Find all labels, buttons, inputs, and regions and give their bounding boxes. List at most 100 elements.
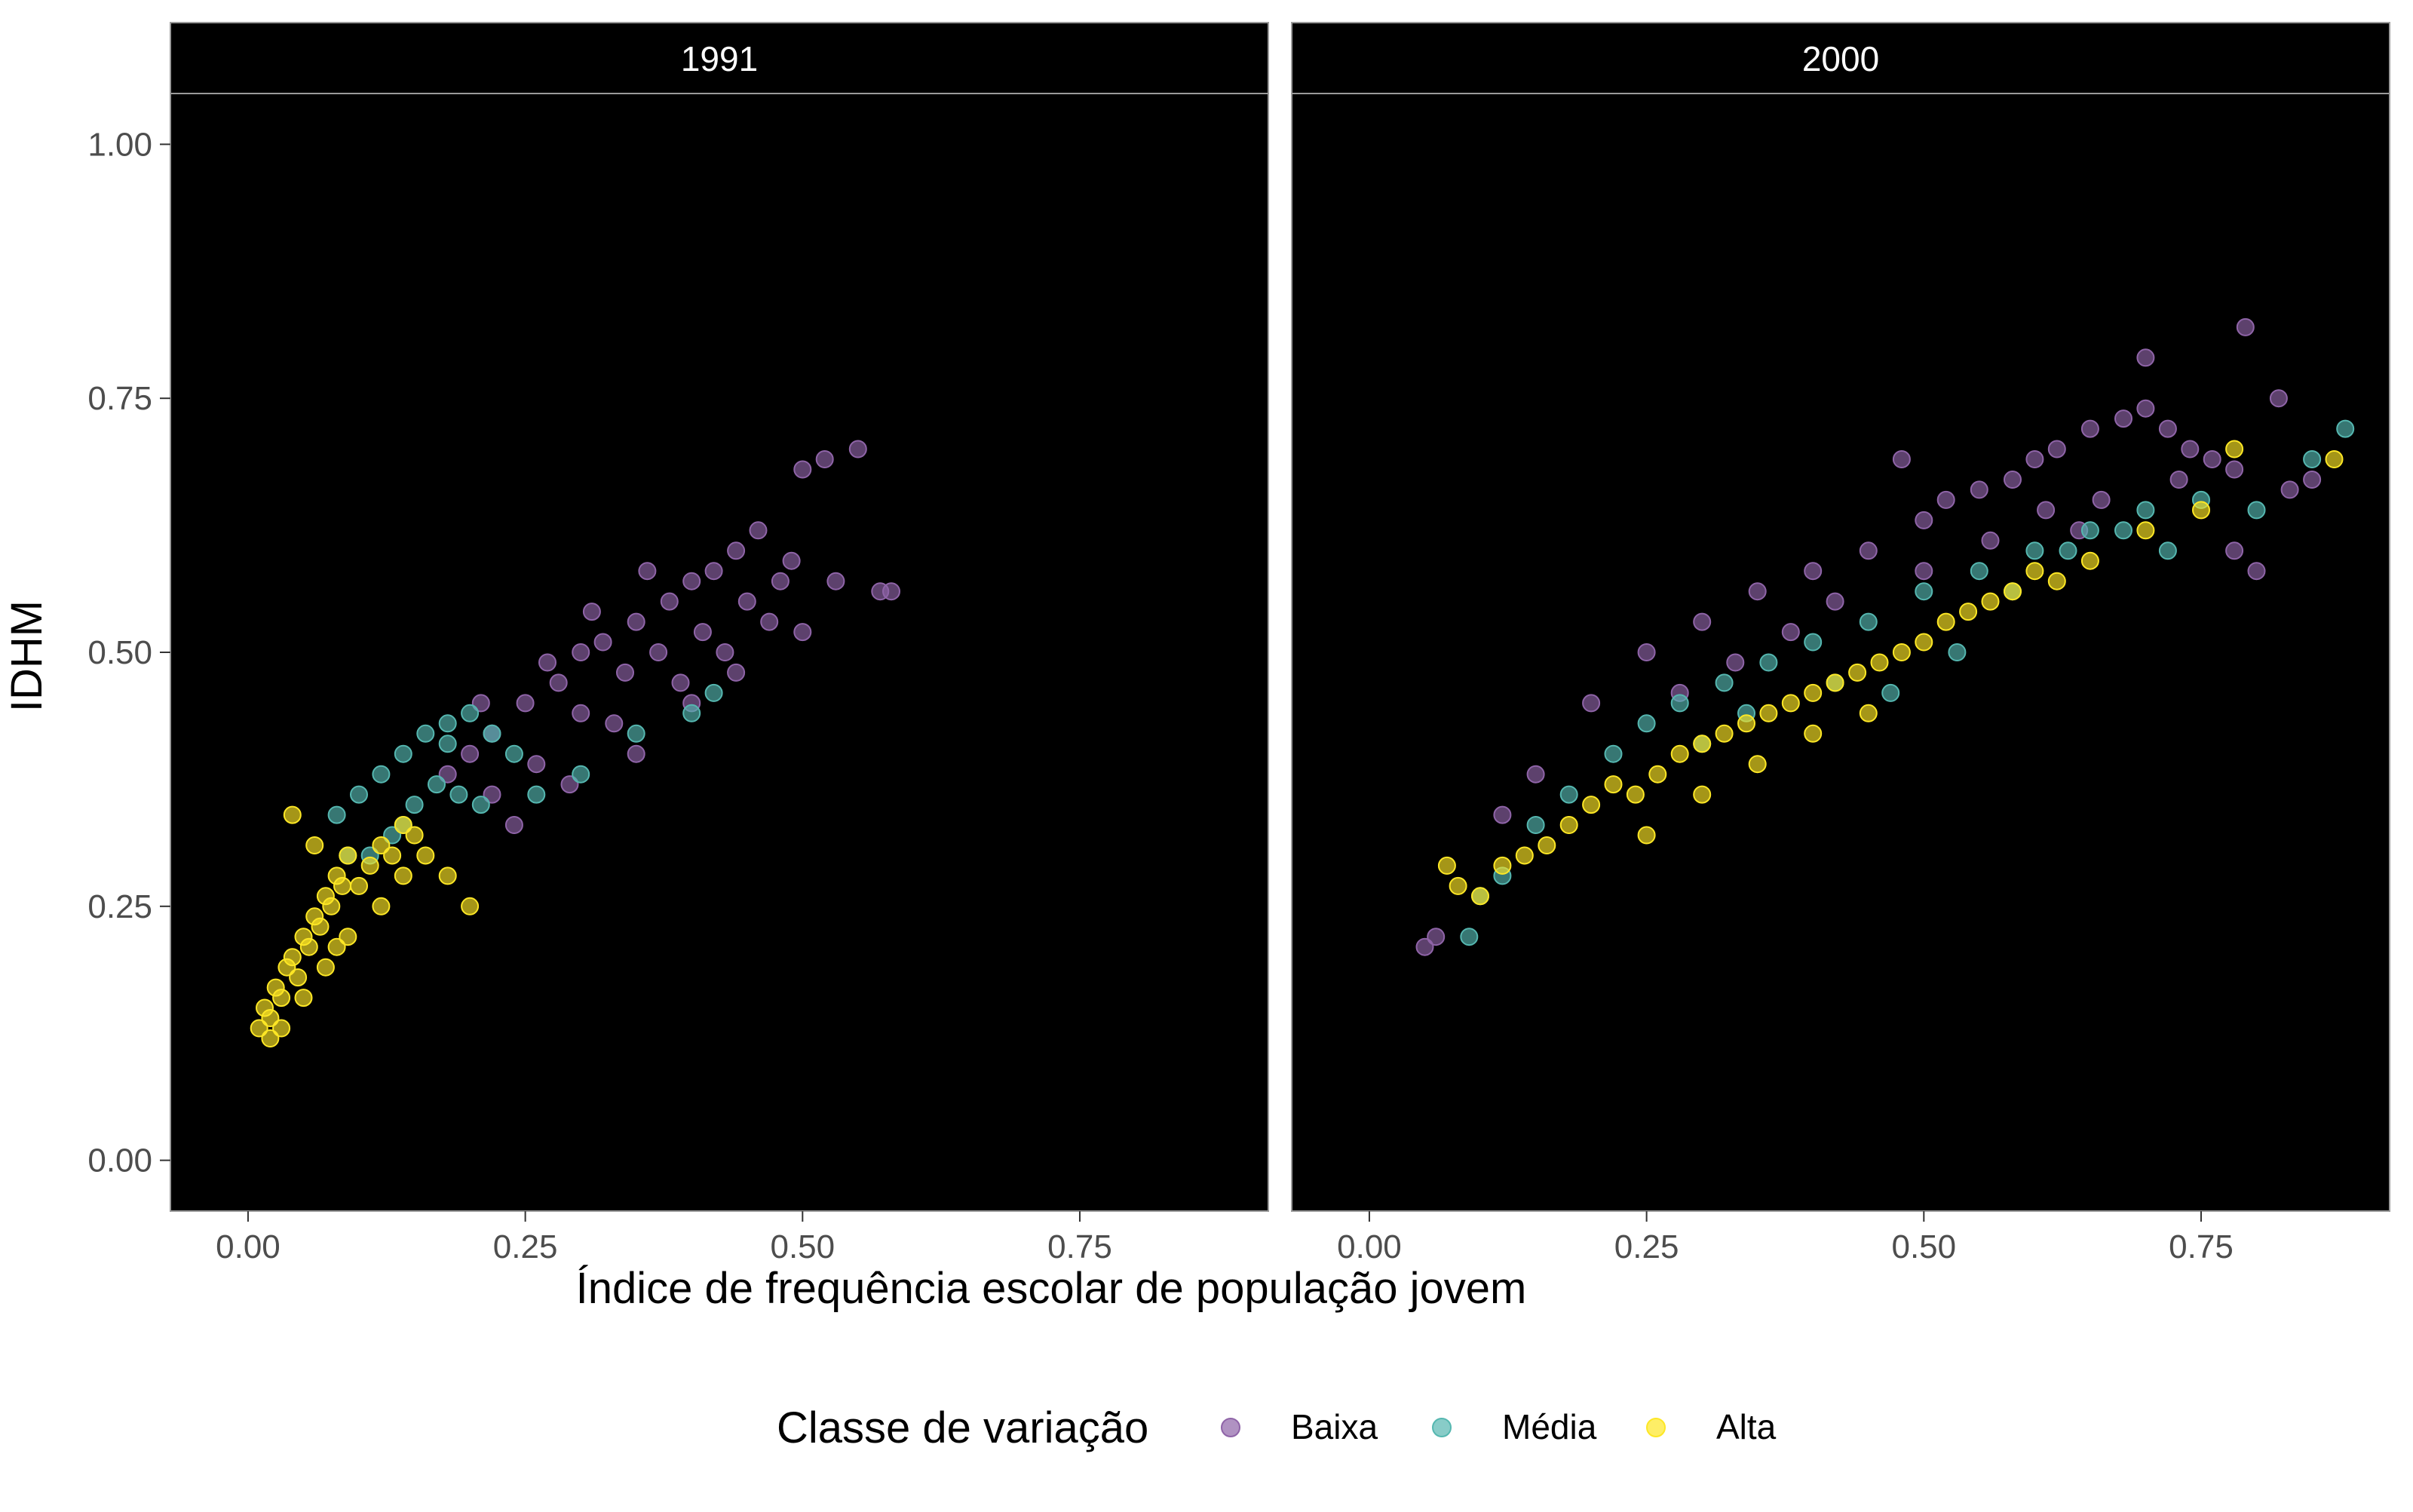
data-point-baixa	[616, 663, 634, 682]
data-point-alta	[2047, 572, 2066, 590]
data-point-alta	[1626, 785, 1645, 804]
data-point-baixa	[693, 623, 712, 642]
legend-title: Classe de variação	[777, 1403, 1148, 1452]
data-point-baixa	[572, 643, 590, 661]
data-point-alta	[1693, 735, 1712, 753]
data-point-média	[1804, 633, 1823, 652]
data-point-média	[1759, 653, 1778, 672]
points-group	[250, 440, 900, 1047]
data-point-alta	[1859, 704, 1878, 722]
data-point-alta	[294, 989, 313, 1007]
data-point-baixa	[2004, 471, 2022, 489]
data-point-alta	[1981, 592, 2000, 611]
data-point-média	[394, 744, 412, 763]
x-tick-label: 0.50	[1891, 1228, 1956, 1265]
data-point-baixa	[848, 440, 867, 459]
data-point-média	[627, 724, 645, 743]
data-point-alta	[1759, 704, 1778, 722]
data-point-alta	[261, 1009, 280, 1027]
data-point-baixa	[2225, 460, 2244, 479]
data-point-alta	[2136, 521, 2155, 540]
data-point-baixa	[1826, 592, 1844, 611]
y-axis-title: IDHM	[2, 600, 51, 712]
data-point-alta	[1559, 816, 1578, 834]
x-tick-label: 0.75	[1047, 1228, 1112, 1265]
legend-label: Média	[1502, 1407, 1597, 1446]
plot-panel	[1291, 93, 2390, 1212]
data-point-baixa	[1859, 541, 1878, 560]
data-point-baixa	[1915, 562, 1933, 581]
data-point-média	[1970, 562, 1988, 581]
legend-items: Baixa Média Alta	[1221, 1407, 1777, 1446]
data-point-baixa	[593, 633, 612, 652]
data-point-alta	[1670, 744, 1689, 763]
data-point-baixa	[2280, 480, 2299, 499]
x-tick-label: 0.00	[1337, 1228, 1402, 1265]
data-point-alta	[360, 856, 379, 875]
legend-label: Alta	[1716, 1407, 1777, 1446]
data-point-baixa	[1726, 653, 1745, 672]
legend-key	[1646, 1418, 1666, 1437]
data-point-alta	[339, 846, 357, 865]
data-point-média	[1604, 744, 1623, 763]
data-point-alta	[261, 1029, 280, 1047]
data-point-baixa	[516, 694, 535, 713]
data-point-baixa	[2203, 450, 2221, 468]
x-tick-label: 0.50	[770, 1228, 835, 1265]
data-point-média	[1526, 816, 1545, 834]
x-tick-label: 0.75	[2169, 1228, 2234, 1265]
facet-strip-label: 1991	[681, 39, 758, 78]
data-point-baixa	[760, 612, 779, 631]
data-point-baixa	[2114, 409, 2132, 428]
y-tick-label: 0.25	[87, 888, 152, 925]
data-point-média	[1715, 673, 1734, 692]
data-point-baixa	[1415, 937, 1434, 956]
data-point-alta	[1804, 724, 1823, 743]
data-point-alta	[416, 846, 435, 865]
data-point-alta	[283, 805, 302, 824]
data-point-alta	[1748, 755, 1767, 774]
data-point-alta	[1693, 785, 1712, 804]
data-point-média	[350, 785, 368, 804]
data-point-alta	[333, 876, 351, 895]
data-point-alta	[1604, 775, 1623, 794]
facet-strip	[1291, 22, 2390, 94]
data-point-baixa	[2181, 440, 2200, 459]
data-point-baixa	[461, 744, 480, 763]
data-point-baixa	[671, 673, 690, 692]
data-point-alta	[1936, 612, 1955, 631]
data-point-média	[383, 826, 402, 845]
data-point-alta	[1515, 846, 1534, 865]
data-point-média	[527, 785, 546, 804]
data-point-média	[2059, 541, 2077, 560]
data-point-baixa	[749, 521, 768, 540]
data-point-alta	[372, 897, 391, 915]
data-point-baixa	[1427, 928, 1446, 946]
data-point-baixa	[727, 541, 746, 560]
data-point-média	[1948, 643, 1967, 661]
data-point-baixa	[793, 460, 812, 479]
data-point-alta	[250, 1019, 268, 1038]
data-point-média	[1859, 612, 1878, 631]
data-point-alta	[1737, 714, 1755, 733]
data-point-baixa	[538, 653, 556, 672]
data-point-baixa	[2303, 471, 2322, 489]
data-point-alta	[372, 836, 391, 854]
data-point-alta	[405, 826, 424, 845]
data-point-alta	[383, 846, 402, 865]
panels-layer: 1991 0.00 0.25 0.50 0.75 0.00 0.25 0.50 0.75 1.00…	[87, 22, 2390, 1265]
data-point-alta	[2080, 551, 2099, 570]
data-point-alta	[1804, 683, 1823, 702]
data-point-baixa	[737, 592, 756, 611]
data-point-média	[438, 714, 457, 733]
data-point-alta	[272, 1019, 291, 1038]
data-point-baixa	[1892, 450, 1911, 468]
data-point-média	[2303, 450, 2322, 468]
data-point-baixa	[1981, 531, 2000, 550]
data-point-alta	[1781, 694, 1800, 713]
data-point-baixa	[549, 673, 568, 692]
data-point-baixa	[2269, 389, 2288, 408]
data-point-baixa	[682, 572, 701, 590]
data-point-alta	[350, 876, 368, 895]
data-point-média	[2158, 541, 2177, 560]
